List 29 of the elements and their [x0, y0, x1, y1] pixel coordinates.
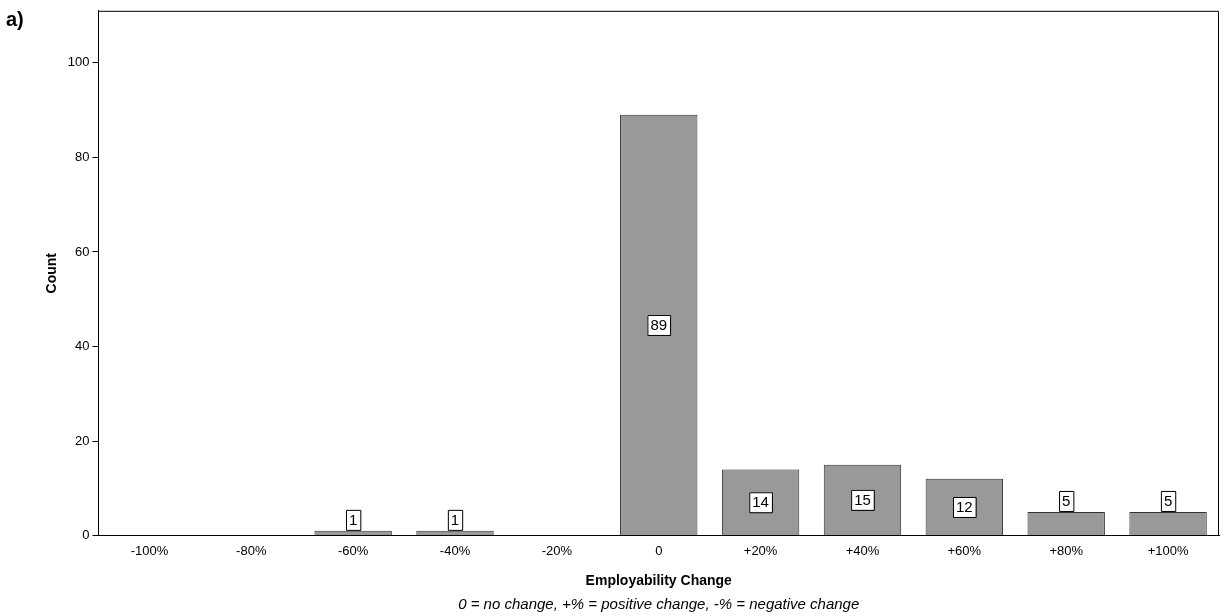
x-tick-label: -40%	[439, 542, 471, 558]
y-tick-label: 100	[67, 54, 90, 70]
x-tick-label: +80%	[1049, 542, 1084, 558]
data-label: 15	[854, 491, 871, 509]
y-tick-label: 20	[75, 432, 90, 448]
x-tick-label: +60%	[947, 542, 982, 558]
data-label: 5	[1163, 492, 1173, 510]
y-tick-label: 80	[75, 148, 90, 164]
x-tick-label: -60%	[337, 542, 369, 558]
y-axis-title: Count	[43, 252, 60, 294]
x-tick-label: -20%	[541, 542, 573, 558]
data-label: 5	[1062, 492, 1071, 510]
x-tick-label: +20%	[743, 542, 778, 558]
data-label: 1	[348, 511, 358, 529]
x-axis-title: Employability Change	[585, 572, 733, 589]
x-tick-label: +40%	[845, 542, 880, 558]
data-label: 1	[450, 511, 460, 529]
x-tick-label: +100%	[1147, 542, 1189, 558]
text: 0 = no change, +% = positive change, -% = negative change	[458, 594, 860, 612]
y-tick-label: 40	[75, 338, 90, 354]
chart-title: a)	[6, 7, 24, 30]
x-tick-label: 0	[655, 542, 663, 558]
data-label: 89	[650, 316, 668, 334]
y-tick-label: 0	[82, 527, 90, 543]
x-tick-label: -80%	[236, 542, 267, 558]
data-label: 12	[955, 498, 973, 516]
y-tick-label: 60	[75, 243, 90, 259]
data-label: 14	[752, 493, 769, 511]
x-tick-label: -100%	[130, 542, 169, 558]
